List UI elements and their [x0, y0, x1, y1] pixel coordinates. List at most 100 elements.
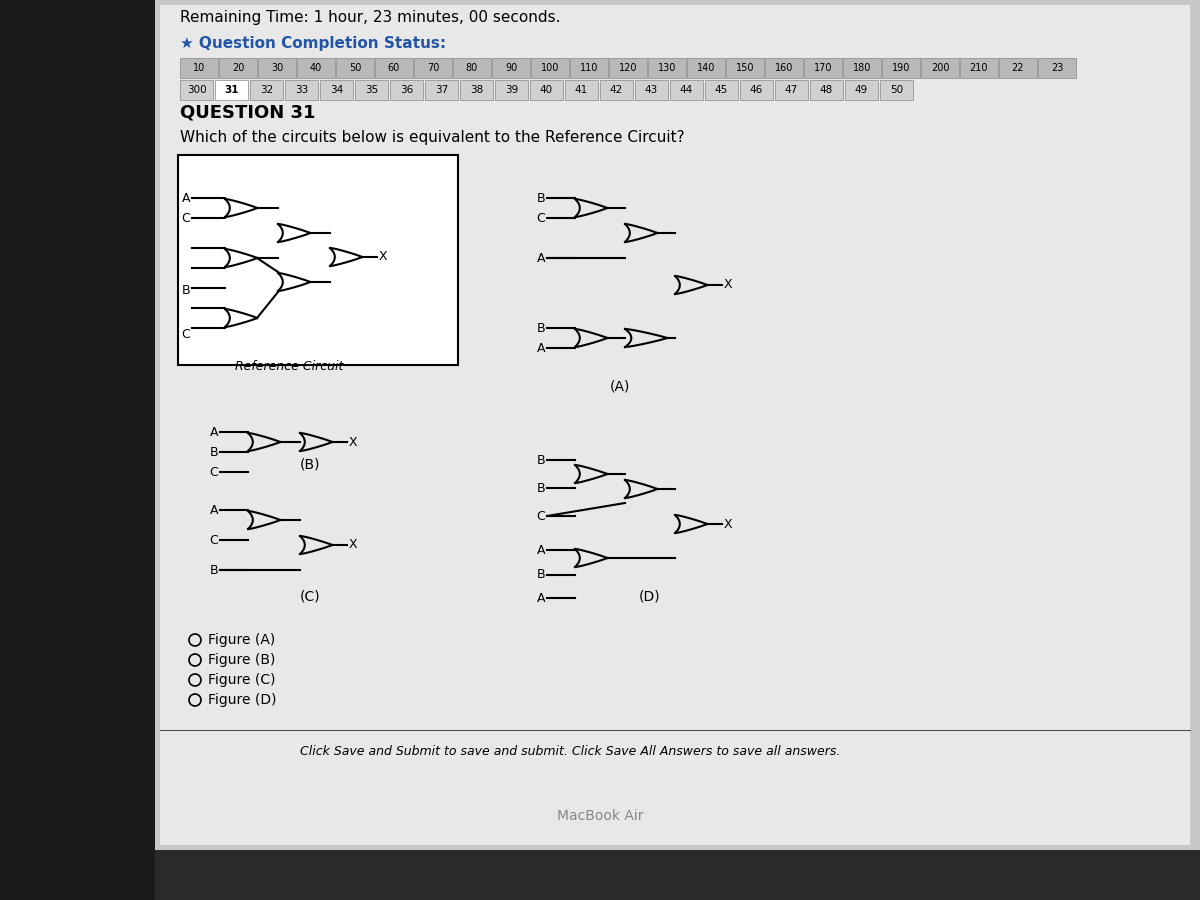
Text: 100: 100	[541, 63, 559, 73]
FancyBboxPatch shape	[336, 58, 374, 78]
Text: Which of the circuits below is equivalent to the Reference Circuit?: Which of the circuits below is equivalen…	[180, 130, 685, 145]
FancyBboxPatch shape	[492, 58, 530, 78]
Text: 30: 30	[271, 63, 283, 73]
Text: B: B	[536, 454, 545, 466]
FancyBboxPatch shape	[160, 5, 1190, 845]
Text: 49: 49	[854, 85, 868, 95]
Text: 300: 300	[187, 85, 206, 95]
FancyBboxPatch shape	[726, 58, 764, 78]
Text: 210: 210	[970, 63, 989, 73]
Text: X: X	[379, 250, 388, 264]
Text: 46: 46	[750, 85, 763, 95]
Text: B: B	[209, 563, 218, 577]
FancyBboxPatch shape	[610, 58, 647, 78]
Text: 90: 90	[505, 63, 517, 73]
Text: Figure (A): Figure (A)	[208, 633, 275, 647]
Text: 40: 40	[310, 63, 322, 73]
Text: 40: 40	[540, 85, 553, 95]
FancyBboxPatch shape	[570, 58, 608, 78]
FancyBboxPatch shape	[706, 80, 738, 100]
Text: 33: 33	[295, 85, 308, 95]
Text: 190: 190	[892, 63, 910, 73]
Text: 170: 170	[814, 63, 833, 73]
FancyBboxPatch shape	[180, 58, 218, 78]
Text: 35: 35	[365, 85, 378, 95]
Text: C: C	[536, 212, 545, 224]
Text: 41: 41	[575, 85, 588, 95]
FancyBboxPatch shape	[600, 80, 634, 100]
Text: B: B	[536, 569, 545, 581]
Text: (B): (B)	[300, 457, 320, 471]
Text: Figure (C): Figure (C)	[208, 673, 276, 687]
FancyBboxPatch shape	[530, 58, 569, 78]
Text: A: A	[536, 544, 545, 556]
Text: 45: 45	[715, 85, 728, 95]
Text: C: C	[181, 328, 190, 341]
Text: 42: 42	[610, 85, 623, 95]
Text: 32: 32	[260, 85, 274, 95]
FancyBboxPatch shape	[220, 58, 257, 78]
FancyBboxPatch shape	[766, 58, 803, 78]
Text: (D): (D)	[640, 589, 661, 603]
Text: 200: 200	[931, 63, 949, 73]
FancyBboxPatch shape	[740, 80, 773, 100]
Text: 120: 120	[619, 63, 637, 73]
Text: Reference Circuit: Reference Circuit	[235, 360, 343, 373]
FancyBboxPatch shape	[250, 80, 283, 100]
FancyBboxPatch shape	[460, 80, 493, 100]
FancyBboxPatch shape	[374, 58, 413, 78]
Text: MacBook Air: MacBook Air	[557, 809, 643, 823]
Text: 160: 160	[775, 63, 793, 73]
FancyBboxPatch shape	[810, 80, 842, 100]
Text: B: B	[209, 446, 218, 458]
Text: 80: 80	[466, 63, 478, 73]
Text: (C): (C)	[300, 589, 320, 603]
Text: 23: 23	[1051, 63, 1063, 73]
Text: B: B	[181, 284, 190, 296]
Text: (A): (A)	[610, 379, 630, 393]
FancyBboxPatch shape	[882, 58, 920, 78]
Text: 10: 10	[193, 63, 205, 73]
FancyBboxPatch shape	[258, 58, 296, 78]
Polygon shape	[0, 0, 155, 900]
FancyBboxPatch shape	[686, 58, 725, 78]
FancyBboxPatch shape	[804, 58, 842, 78]
Text: 60: 60	[388, 63, 400, 73]
FancyBboxPatch shape	[648, 58, 686, 78]
Text: 34: 34	[330, 85, 343, 95]
Text: X: X	[349, 538, 358, 552]
Text: 50: 50	[349, 63, 361, 73]
Text: A: A	[181, 192, 190, 204]
Text: X: X	[724, 518, 733, 530]
Text: 47: 47	[785, 85, 798, 95]
Text: 37: 37	[434, 85, 448, 95]
FancyBboxPatch shape	[960, 58, 998, 78]
FancyBboxPatch shape	[320, 80, 353, 100]
Text: B: B	[536, 482, 545, 494]
Text: 38: 38	[470, 85, 484, 95]
Text: X: X	[724, 278, 733, 292]
FancyBboxPatch shape	[425, 80, 458, 100]
Text: C: C	[181, 212, 190, 224]
Text: B: B	[536, 321, 545, 335]
Text: Figure (B): Figure (B)	[208, 653, 275, 667]
Text: A: A	[210, 426, 218, 438]
FancyBboxPatch shape	[775, 80, 808, 100]
Text: 36: 36	[400, 85, 413, 95]
Text: 43: 43	[644, 85, 658, 95]
Text: 180: 180	[853, 63, 871, 73]
FancyBboxPatch shape	[845, 80, 878, 100]
Text: 22: 22	[1012, 63, 1025, 73]
FancyBboxPatch shape	[286, 80, 318, 100]
Text: A: A	[536, 251, 545, 265]
Text: X: X	[349, 436, 358, 448]
Text: 20: 20	[232, 63, 244, 73]
Text: B: B	[536, 192, 545, 204]
FancyBboxPatch shape	[880, 80, 913, 100]
FancyBboxPatch shape	[998, 58, 1037, 78]
FancyBboxPatch shape	[454, 58, 491, 78]
Text: A: A	[536, 341, 545, 355]
Text: Remaining Time: 1 hour, 23 minutes, 00 seconds.: Remaining Time: 1 hour, 23 minutes, 00 s…	[180, 10, 560, 25]
FancyBboxPatch shape	[635, 80, 668, 100]
Text: QUESTION 31: QUESTION 31	[180, 104, 316, 122]
